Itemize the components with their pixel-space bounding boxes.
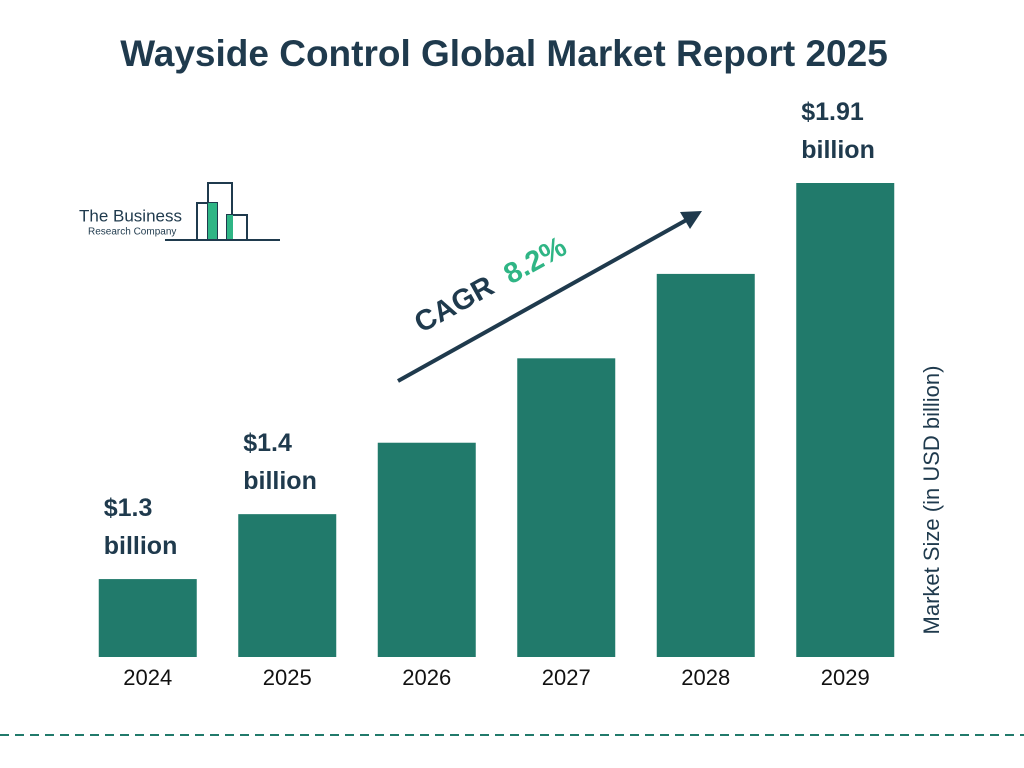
- x-tick-label: 2025: [263, 665, 312, 690]
- chart-title: Wayside Control Global Market Report 202…: [120, 33, 888, 74]
- bar: [98, 579, 197, 657]
- cagr-label: CAGR: [409, 270, 499, 339]
- bar: [377, 442, 476, 657]
- x-tick-label: 2027: [542, 665, 591, 690]
- bar: [517, 358, 616, 657]
- value-label: $1.4 billion: [243, 429, 317, 495]
- cagr-annotation: CAGR 8.2%: [397, 211, 702, 383]
- cagr-arrowhead: [680, 211, 702, 229]
- logo-shape: [208, 203, 217, 240]
- bar: [656, 273, 755, 657]
- logo-shape: [227, 215, 233, 240]
- logo-text: The Business: [79, 206, 182, 225]
- x-tick-label: 2024: [123, 665, 172, 690]
- cagr-value: 8.2%: [499, 231, 573, 291]
- cagr-arrow: [397, 216, 691, 383]
- value-label: $1.91 billion: [801, 98, 875, 164]
- bar: [796, 183, 895, 657]
- logo: The Business Research Company: [79, 182, 280, 241]
- x-tick-label: 2028: [681, 665, 730, 690]
- value-label: $1.3 billion: [104, 494, 178, 560]
- y-axis-label: Market Size (in USD billion): [919, 366, 944, 635]
- bar: [238, 514, 337, 657]
- x-tick-label: 2029: [821, 665, 870, 690]
- logo-subtext: Research Company: [88, 227, 176, 238]
- x-tick-label: 2026: [402, 665, 451, 690]
